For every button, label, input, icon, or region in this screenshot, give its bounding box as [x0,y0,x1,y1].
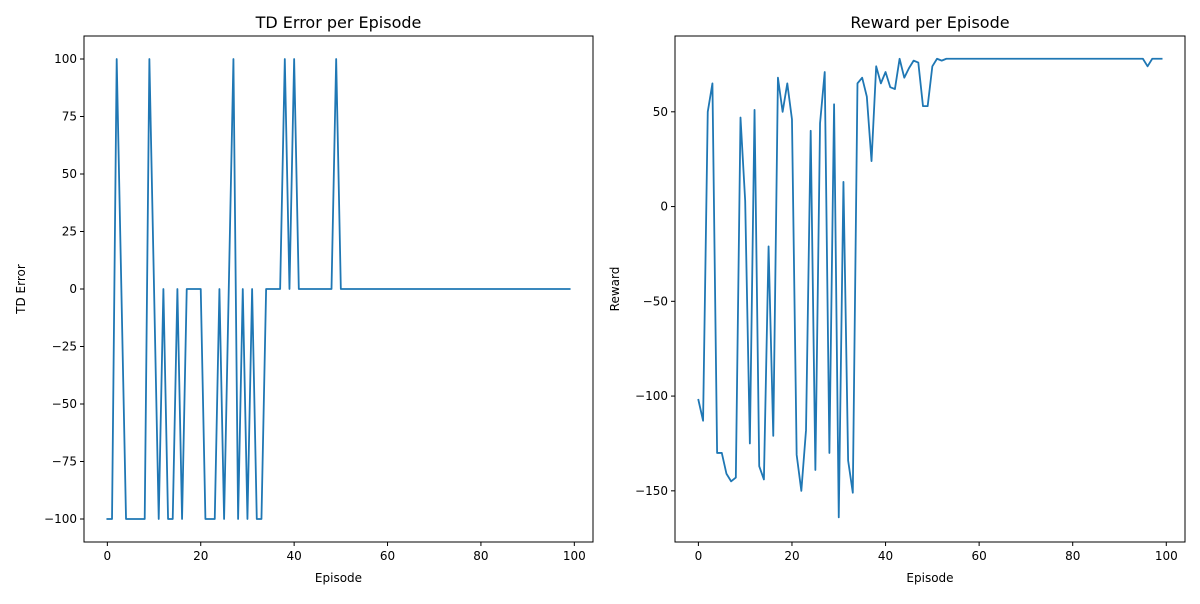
axes-frame [674,35,1186,543]
x-tick-label: 40 [878,549,893,563]
y-tick-label: −100 [44,512,77,526]
y-tick-label: 50 [653,105,668,119]
y-tick-label: −50 [52,397,77,411]
x-tick-label: 20 [784,549,799,563]
chart-title: Reward per Episode [850,13,1009,32]
y-tick-label: 100 [54,52,77,66]
x-axis-label: Episode [906,571,953,585]
x-tick-label: 40 [286,549,301,563]
y-tick-label: 0 [69,282,77,296]
x-tick-label: 80 [473,549,488,563]
x-tick-label: 0 [104,549,112,563]
series-line [697,57,1163,519]
x-axis-label: Episode [315,571,362,585]
y-tick-label: −100 [635,389,668,403]
y-axis-label: Reward [608,267,622,312]
y-tick-label: 0 [660,200,668,214]
chart-title: TD Error per Episode [255,13,422,32]
x-tick-label: 0 [695,549,703,563]
y-tick-label: −75 [52,455,77,469]
x-tick-label: 60 [380,549,395,563]
series-line [106,58,571,520]
x-tick-label: 20 [193,549,208,563]
x-tick-label: 100 [563,549,586,563]
y-tick-label: 25 [62,225,77,239]
chart-panel-1: 0 20 40 60 80 100 −100 −75 −50 −25 0 25 50 75 100 TD Er… [14,13,594,585]
y-tick-label: −50 [643,294,668,308]
y-tick-label: 75 [62,110,77,124]
x-tick-label: 60 [971,549,986,563]
y-tick-label: −25 [52,340,77,354]
y-tick-label: 50 [62,167,77,181]
x-tick-label: 80 [1065,549,1080,563]
chart-panel-2: 0 20 40 60 80 100 −150 −100 −50 0 50 Reward per Epi… [608,13,1186,585]
x-tick-label: 100 [1155,549,1178,563]
y-axis-label: TD Error [14,264,28,315]
y-tick-label: −150 [635,484,668,498]
